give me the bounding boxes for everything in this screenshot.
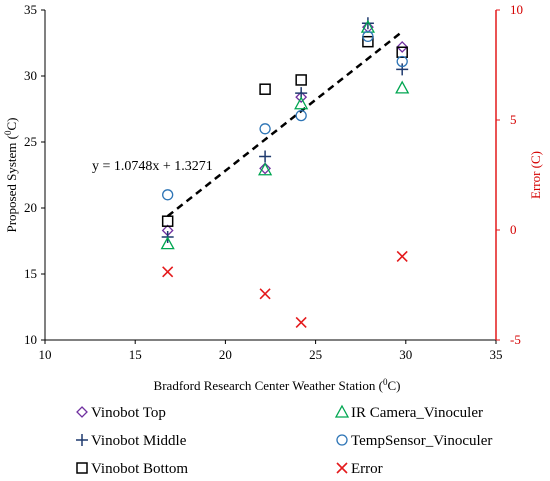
y-tick-label: 10 <box>24 332 37 347</box>
data-point <box>396 250 408 262</box>
data-point <box>259 123 271 135</box>
x-axis-ticks: 10 15 20 25 30 35 <box>39 340 503 362</box>
series-vinobot-top <box>161 21 409 237</box>
y-tick-label: 35 <box>24 2 37 17</box>
data-point <box>160 236 175 250</box>
data-point <box>360 19 376 33</box>
y2-axis-ticks: -5 0 5 10 <box>496 2 523 347</box>
data-point <box>295 109 307 122</box>
data-point <box>294 96 309 110</box>
data-point <box>362 30 374 43</box>
data-point <box>161 215 174 227</box>
y-tick-label: 25 <box>24 134 37 149</box>
legend-marker <box>334 404 350 418</box>
data-point <box>259 288 271 300</box>
y2-axis-title: Error (C) <box>528 151 543 199</box>
y2-tick-label: 0 <box>510 222 517 237</box>
data-point <box>361 17 374 30</box>
y-tick-label: 15 <box>24 266 37 281</box>
trendline-line <box>166 30 403 218</box>
y2-tick-label: 5 <box>510 112 517 127</box>
legend-marker <box>76 406 88 418</box>
y-tick-label: 20 <box>24 200 37 215</box>
series-tempsensor-vinoculer <box>162 30 408 201</box>
series-vinobot-middle <box>161 17 409 244</box>
x-axis-title: Bradford Research Center Weather Station… <box>154 377 401 393</box>
data-point <box>162 189 174 201</box>
legend-label: Vinobot Bottom <box>91 461 188 477</box>
legend-label: Vinobot Middle <box>91 433 187 449</box>
y-tick-label: 30 <box>24 68 37 83</box>
legend-item: Vinobot Middle <box>76 433 187 449</box>
data-point <box>295 316 307 328</box>
legend-marker <box>76 462 88 474</box>
y-axis-ticks: 10 15 20 25 30 35 <box>24 2 45 347</box>
data-point <box>259 83 271 95</box>
x-tick-label: 35 <box>490 347 503 362</box>
legend-item: Vinobot Top <box>76 405 166 421</box>
data-point <box>295 74 307 86</box>
y-axis-title: Proposed System (0C) <box>3 118 19 233</box>
series-error <box>162 250 408 328</box>
x-tick-label: 15 <box>129 347 142 362</box>
y2-tick-label: -5 <box>510 332 521 347</box>
data-point <box>257 162 273 176</box>
legend-item: Error <box>336 461 383 477</box>
legend-item: Vinobot Bottom <box>76 461 188 477</box>
series-ir-camera-vinoculer <box>160 19 410 250</box>
data-point <box>259 150 272 163</box>
data-point <box>396 41 409 53</box>
x-tick-label: 10 <box>39 347 52 362</box>
data-point <box>362 35 374 48</box>
trendline-equation: y = 1.0748x + 1.3271 <box>92 159 213 174</box>
data-point <box>295 91 308 104</box>
legend-marker <box>76 434 88 446</box>
plot-axes <box>44 10 497 341</box>
data-point <box>395 80 410 94</box>
legend-item: TempSensor_Vinoculer <box>336 433 492 449</box>
data-point <box>396 46 408 58</box>
data-point <box>396 63 409 76</box>
legend-label: TempSensor_Vinoculer <box>351 433 492 449</box>
x-tick-label: 20 <box>219 347 232 362</box>
data-point <box>259 162 272 175</box>
data-point <box>396 55 408 68</box>
legend-label: IR Camera_Vinoculer <box>351 405 483 421</box>
legend-label: Error <box>351 461 383 477</box>
legend-item: IR Camera_Vinoculer <box>334 404 483 421</box>
legend-label: Vinobot Top <box>91 405 166 421</box>
x-tick-label: 25 <box>309 347 322 362</box>
y2-tick-label: 10 <box>510 2 523 17</box>
trendline <box>166 30 403 218</box>
x-tick-label: 30 <box>399 347 412 362</box>
data-point <box>162 266 174 278</box>
legend-marker <box>336 462 348 474</box>
series-vinobot-bottom <box>161 35 408 227</box>
legend: Vinobot Top IR Camera_Vinoculer Vinobot Mi… <box>76 404 492 477</box>
legend-marker <box>336 434 348 446</box>
data-points <box>160 17 410 328</box>
